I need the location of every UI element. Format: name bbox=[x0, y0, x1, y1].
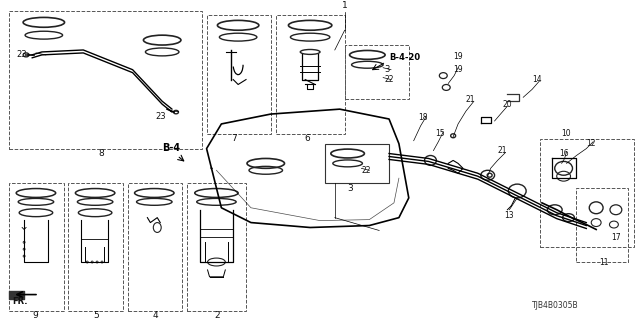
Text: 1: 1 bbox=[342, 1, 348, 10]
Bar bbox=[207, 15, 271, 134]
Text: 12: 12 bbox=[586, 139, 596, 148]
Text: 9: 9 bbox=[32, 311, 38, 320]
Text: 19: 19 bbox=[453, 52, 463, 61]
Text: 13: 13 bbox=[504, 211, 514, 220]
Bar bbox=[127, 183, 182, 311]
Bar bbox=[10, 183, 63, 311]
Text: 16: 16 bbox=[559, 149, 570, 158]
Text: FR.: FR. bbox=[12, 297, 28, 307]
Text: 6: 6 bbox=[304, 134, 310, 143]
Text: 22: 22 bbox=[362, 166, 371, 175]
Text: 17: 17 bbox=[611, 233, 621, 242]
Bar bbox=[187, 183, 246, 311]
Text: 2: 2 bbox=[214, 311, 220, 320]
Text: 23: 23 bbox=[16, 50, 27, 60]
Text: 14: 14 bbox=[532, 75, 541, 84]
Text: 21: 21 bbox=[466, 95, 476, 104]
Text: B-4: B-4 bbox=[162, 143, 180, 153]
Text: 21: 21 bbox=[497, 146, 507, 155]
Text: 23: 23 bbox=[156, 112, 166, 121]
Bar bbox=[540, 139, 634, 247]
Text: 20: 20 bbox=[502, 100, 512, 109]
Text: 19: 19 bbox=[453, 65, 463, 74]
Text: 22: 22 bbox=[384, 75, 394, 84]
Text: 7: 7 bbox=[231, 134, 237, 143]
Text: 5: 5 bbox=[93, 311, 99, 320]
Bar bbox=[577, 188, 628, 262]
Text: 18: 18 bbox=[419, 113, 428, 122]
Bar bbox=[345, 45, 409, 99]
Text: 3: 3 bbox=[348, 184, 353, 193]
Text: B-4-20: B-4-20 bbox=[389, 53, 420, 62]
Bar bbox=[68, 183, 123, 311]
Text: 4: 4 bbox=[152, 311, 158, 320]
Text: 3: 3 bbox=[384, 65, 390, 74]
Text: 8: 8 bbox=[98, 149, 104, 158]
Bar bbox=[276, 15, 345, 134]
Bar bbox=[325, 144, 389, 183]
Text: 15: 15 bbox=[435, 129, 445, 138]
Text: TJB4B0305B: TJB4B0305B bbox=[532, 301, 579, 310]
Text: 10: 10 bbox=[562, 129, 572, 138]
Text: 11: 11 bbox=[599, 258, 609, 267]
Bar bbox=[10, 11, 202, 148]
